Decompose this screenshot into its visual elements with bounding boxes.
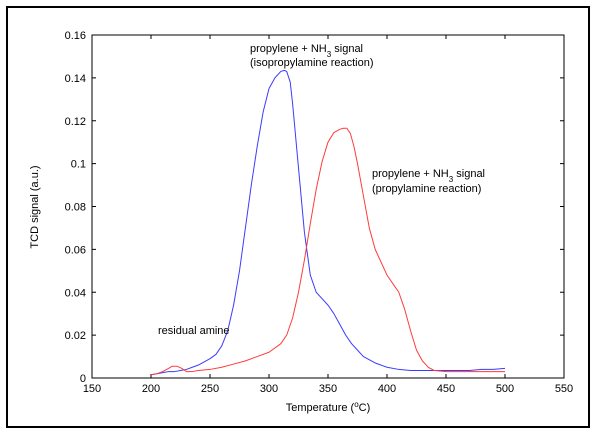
- y-tick-label: 0: [80, 373, 86, 385]
- y-tick-label: 0.04: [65, 287, 86, 299]
- figure-frame: [6, 6, 590, 428]
- x-tick-label: 400: [378, 383, 396, 395]
- y-tick-label: 0.12: [65, 116, 86, 128]
- annotation-propylamine-line1: propylene + NH3 signal: [372, 168, 485, 184]
- annotation-propylamine-line2: (propylamine reaction): [372, 183, 481, 195]
- x-tick-label: 250: [201, 383, 219, 395]
- y-tick-label: 0.14: [65, 73, 86, 85]
- series-line-propylamine: [150, 127, 505, 376]
- y-tick-label: 0.02: [65, 330, 86, 342]
- x-tick-label: 500: [496, 383, 514, 395]
- annotation-residual-amine: residual amine: [158, 325, 230, 337]
- x-tick-label: 200: [142, 383, 160, 395]
- y-tick-label: 0.08: [65, 202, 86, 214]
- x-tick-label: 550: [555, 383, 573, 395]
- x-tick-label: 350: [319, 383, 337, 395]
- y-axis-title: TCD signal (a.u.): [29, 165, 41, 248]
- annotation-isopropylamine-line1: propylene + NH3 signal: [250, 43, 363, 59]
- x-tick-label: 300: [260, 383, 278, 395]
- annotation-isopropylamine-line2: (isopropylamine reaction): [250, 57, 374, 69]
- y-tick-label: 0.06: [65, 244, 86, 256]
- x-axis-title: Temperature (oC): [286, 400, 371, 415]
- y-tick-label: 0.1: [71, 159, 86, 171]
- x-tick-label: 150: [83, 383, 101, 395]
- series-group: [150, 69, 506, 376]
- series-line-isopropylamine: [150, 69, 506, 376]
- y-tick-label: 0.16: [65, 30, 86, 42]
- x-tick-label: 450: [437, 383, 455, 395]
- axis-ticks: 150 200 250 300 350 400 450 500 550 0 0.02 0.04 0.06…: [65, 30, 574, 395]
